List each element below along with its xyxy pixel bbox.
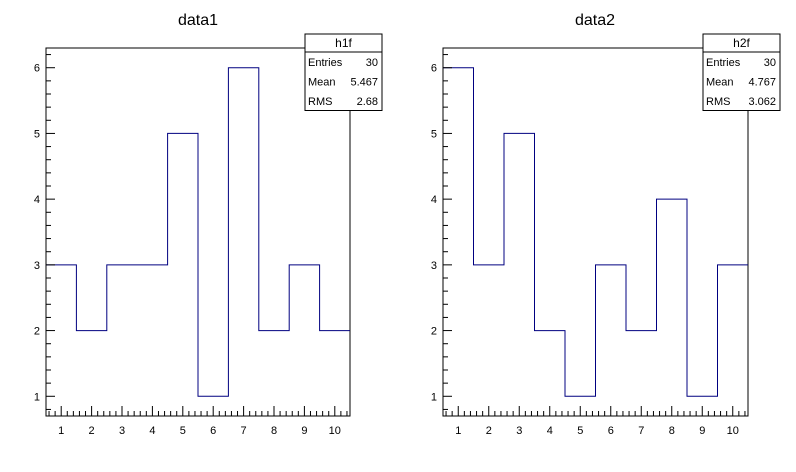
stats-label: RMS xyxy=(308,96,332,108)
y-tick-label: 5 xyxy=(431,128,437,140)
stats-label: Mean xyxy=(706,77,734,89)
x-tick-label: 1 xyxy=(455,425,461,437)
x-tick-label: 7 xyxy=(638,425,644,437)
histogram-bin xyxy=(107,265,137,416)
x-tick-label: 4 xyxy=(547,425,553,437)
stats-box-name: h1f xyxy=(335,36,352,50)
histogram-series-line xyxy=(46,67,350,397)
chart-title: data1 xyxy=(178,12,218,29)
histogram-bin xyxy=(320,331,350,416)
histogram-bin xyxy=(626,331,657,416)
x-tick-label: 1 xyxy=(58,425,64,437)
histogram-panel-1: data1 1 2 3 4 5 6 7 8 9 10 1 2 3 4 5 6 h1f Entries 30 Mean 5.… xyxy=(34,12,383,437)
stats-value: 4.767 xyxy=(748,77,776,89)
stats-value: 30 xyxy=(764,57,776,69)
x-tick-label: 3 xyxy=(119,425,125,437)
y-tick-label: 6 xyxy=(431,63,437,75)
histogram-bin xyxy=(168,133,198,416)
x-tick-label: 2 xyxy=(486,425,492,437)
histogram-bin xyxy=(46,265,76,416)
y-tick-label: 5 xyxy=(34,128,40,140)
stats-box: h1f Entries 30 Mean 5.467 RMS 2.68 xyxy=(304,33,383,111)
histogram-bin xyxy=(289,265,319,416)
stats-value: 5.467 xyxy=(350,77,378,89)
histogram-bin xyxy=(137,265,167,416)
x-tick-label: 6 xyxy=(210,425,216,437)
histogram-bin xyxy=(596,265,627,416)
stats-label: RMS xyxy=(706,96,730,108)
x-tick-label: 9 xyxy=(699,425,705,437)
x-tick-label: 9 xyxy=(301,425,307,437)
y-tick-label: 1 xyxy=(34,391,40,403)
stats-label: Entries xyxy=(706,57,741,69)
chart-title: data2 xyxy=(575,12,615,29)
x-tick-label: 10 xyxy=(727,425,739,437)
y-tick-label: 3 xyxy=(431,260,437,272)
plot-frame xyxy=(442,47,749,417)
stats-value: 3.062 xyxy=(748,96,776,108)
stats-value: 2.68 xyxy=(357,96,378,108)
stats-box-name: h2f xyxy=(733,36,750,50)
histogram-series-line xyxy=(443,67,748,397)
x-tick-label: 8 xyxy=(271,425,277,437)
x-tick-label: 4 xyxy=(149,425,155,437)
histogram-bin xyxy=(76,331,106,416)
y-tick-label: 1 xyxy=(431,391,437,403)
stats-box: h2f Entries 30 Mean 4.767 RMS 3.062 xyxy=(702,33,781,111)
y-tick-label: 4 xyxy=(34,194,40,206)
x-tick-label: 3 xyxy=(516,425,522,437)
histogram-bin xyxy=(718,265,749,416)
histogram-bin xyxy=(535,331,566,416)
x-tick-label: 6 xyxy=(608,425,614,437)
plot-frame xyxy=(45,47,351,417)
x-tick-label: 7 xyxy=(241,425,247,437)
histogram-bin xyxy=(504,133,535,416)
x-tick-label: 10 xyxy=(329,425,341,437)
histogram-bin xyxy=(259,331,289,416)
histogram-panel-2: data2 1 2 3 4 5 6 7 8 9 10 1 2 3 4 5 6 h2f Entries 30 Mean 4.… xyxy=(431,12,781,437)
x-tick-label: 5 xyxy=(577,425,583,437)
stats-label: Mean xyxy=(308,77,336,89)
x-tick-label: 5 xyxy=(180,425,186,437)
stats-box-frame xyxy=(702,33,781,111)
y-tick-label: 2 xyxy=(431,326,437,338)
y-tick-label: 4 xyxy=(431,194,437,206)
y-tick-label: 6 xyxy=(34,63,40,75)
histogram-bin xyxy=(474,265,505,416)
histogram-bin xyxy=(657,199,688,416)
stats-value: 30 xyxy=(366,57,378,69)
y-tick-label: 2 xyxy=(34,326,40,338)
stats-box-frame xyxy=(304,33,383,111)
x-tick-label: 8 xyxy=(669,425,675,437)
x-tick-label: 2 xyxy=(89,425,95,437)
y-tick-label: 3 xyxy=(34,260,40,272)
histogram-bin xyxy=(228,68,258,416)
stats-label: Entries xyxy=(308,57,343,69)
